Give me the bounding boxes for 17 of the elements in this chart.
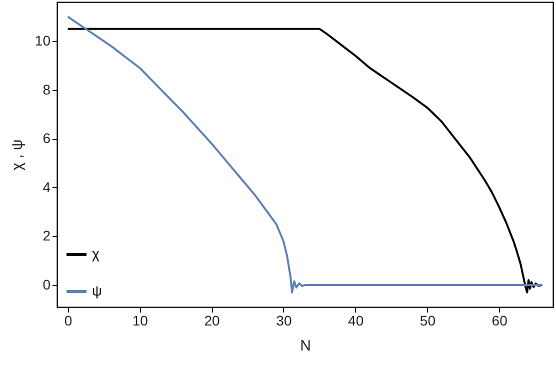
x-tick-label: 50 <box>420 312 436 328</box>
x-tick-label: 30 <box>276 312 292 328</box>
x-tick-label: 40 <box>348 312 364 328</box>
y-tick-label: 10 <box>34 32 51 49</box>
x-tick-label: 20 <box>204 312 220 328</box>
y-axis-title: χ , ψ <box>8 139 26 171</box>
x-tick-label: 0 <box>64 312 72 328</box>
y-tick-label: 4 <box>42 178 51 195</box>
x-tick-label: 60 <box>492 312 508 328</box>
x-axis-title: N <box>300 338 311 354</box>
legend-label: ψ <box>92 282 102 298</box>
x-tick-label: 10 <box>132 312 148 328</box>
y-tick-label: 0 <box>42 276 51 293</box>
y-tick-label: 8 <box>42 81 51 98</box>
y-tick-label: 6 <box>42 130 51 146</box>
legend-label: χ <box>92 246 100 262</box>
y-tick-label: 2 <box>42 228 51 244</box>
